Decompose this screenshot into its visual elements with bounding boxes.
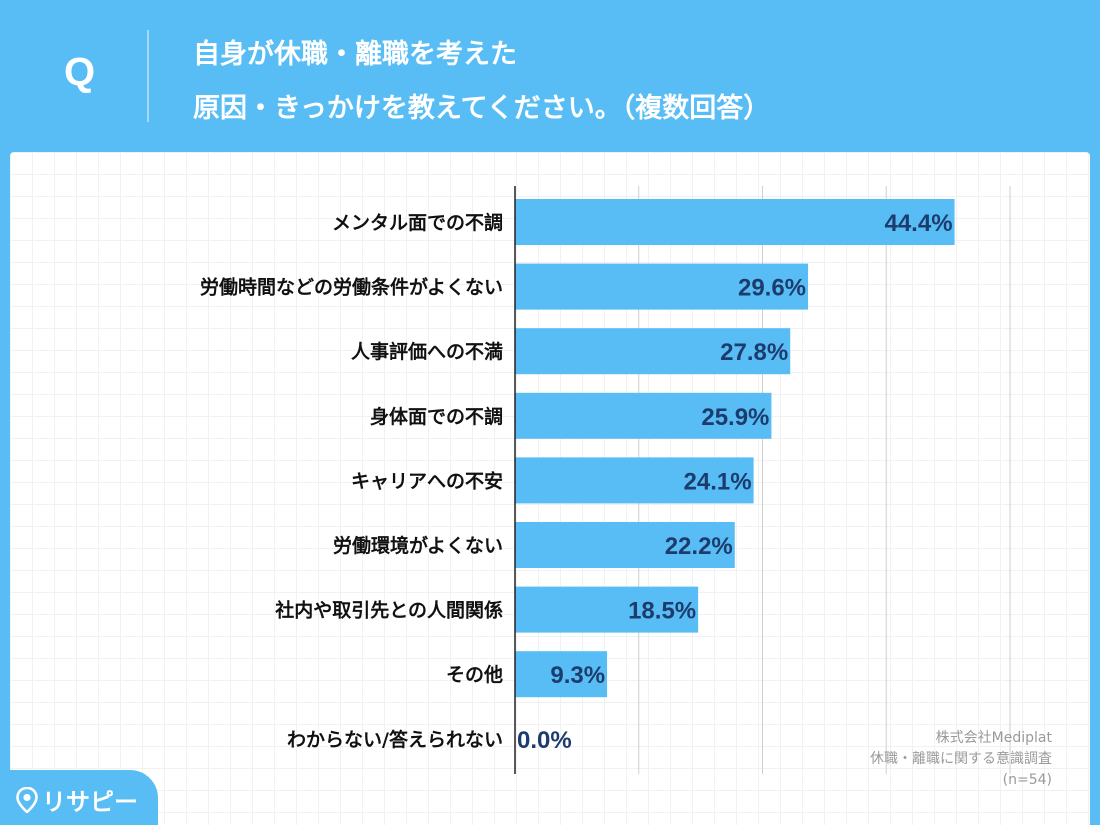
category-label: 労働環境がよくない xyxy=(333,534,503,557)
bar xyxy=(515,651,608,698)
value-label: 18.5% xyxy=(628,598,696,625)
bar xyxy=(515,522,735,568)
category-label: メンタル面での不調 xyxy=(332,211,503,234)
category-label: 社内や取引先との人間関係 xyxy=(274,599,503,622)
value-label: 24.1% xyxy=(684,468,752,495)
category-label: わからない/答えられない xyxy=(287,728,503,751)
source-company: 株式会社Mediplat xyxy=(935,730,1052,746)
location-pin-icon xyxy=(16,786,38,813)
brand-logo: リサピー xyxy=(0,770,158,825)
question-text-line2: 原因・きっかけを教えてください。（複数回答） xyxy=(193,93,771,124)
category-label: 人事評価への不満 xyxy=(351,340,503,363)
source-note: 株式会社Mediplat 休職・離職に関する意識調査 (n=54) xyxy=(870,728,1052,791)
bar-chart: メンタル面での不調 44.4% 労働時間などの労働条件がよくない 29.6% 人事評価へ… xyxy=(200,186,1011,774)
question-mark: Q xyxy=(64,50,96,94)
header-divider xyxy=(147,30,149,122)
source-sample-size: (n=54) xyxy=(1002,772,1052,788)
brand-logo-text: リサピー xyxy=(42,788,138,816)
value-label: 0.0% xyxy=(517,727,572,754)
value-label: 29.6% xyxy=(738,275,806,302)
category-label: キャリアへの不安 xyxy=(351,469,503,492)
question-header: Q 自身が休職・離職を考えた 原因・きっかけを教えてください。（複数回答） xyxy=(0,0,1100,150)
value-label: 9.3% xyxy=(550,662,605,689)
bar xyxy=(515,328,791,375)
chart-panel: メンタル面での不調 44.4% 労働時間などの労働条件がよくない 29.6% 人事評価へ… xyxy=(10,152,1090,825)
bar xyxy=(515,263,809,310)
source-survey-name: 休職・離職に関する意識調査 xyxy=(870,751,1052,767)
bar xyxy=(515,199,955,245)
value-label: 22.2% xyxy=(665,533,733,560)
bar xyxy=(515,586,699,633)
category-label: 身体面での不調 xyxy=(370,405,503,428)
bar xyxy=(515,457,754,504)
category-label: 労働時間などの労働条件がよくない xyxy=(200,276,503,299)
bar xyxy=(515,392,772,439)
category-label: その他 xyxy=(446,663,503,686)
value-label: 44.4% xyxy=(884,210,952,237)
value-label: 25.9% xyxy=(701,404,769,431)
question-text-line1: 自身が休職・離職を考えた xyxy=(193,39,517,70)
value-label: 27.8% xyxy=(720,339,788,366)
